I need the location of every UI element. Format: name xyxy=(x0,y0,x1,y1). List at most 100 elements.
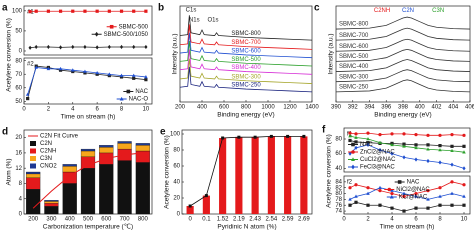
marker xyxy=(389,194,394,199)
marker xyxy=(95,9,99,13)
marker xyxy=(414,194,418,198)
spectrum xyxy=(179,41,313,67)
spectrum xyxy=(179,49,313,75)
marker xyxy=(390,206,394,210)
plot-frame xyxy=(23,57,153,105)
marker xyxy=(144,75,148,79)
y-tick-label: 4 xyxy=(19,196,23,202)
marker xyxy=(46,9,50,13)
marker xyxy=(348,134,352,138)
bar-segment xyxy=(117,143,132,150)
x-tick-label: 10 xyxy=(461,217,468,223)
marker xyxy=(83,71,87,75)
bar xyxy=(284,136,292,214)
spectrum xyxy=(335,59,471,72)
marker xyxy=(450,144,454,148)
series-label: SBMC-700 xyxy=(231,40,261,46)
marker xyxy=(390,132,394,136)
marker xyxy=(351,164,355,170)
y-axis-label: Acetylene conversion (%) xyxy=(164,135,171,209)
marker xyxy=(414,145,418,150)
x-axis-label: Carbonization temperature (℃) xyxy=(43,223,133,231)
marker xyxy=(390,188,394,192)
marker xyxy=(144,78,148,82)
x-tick-label: 1.52 xyxy=(217,217,229,223)
series-label: SBMC-400 xyxy=(339,64,369,70)
spectrum xyxy=(179,15,313,41)
legend-label: C2NH xyxy=(40,149,56,155)
marker xyxy=(366,141,370,145)
marker xyxy=(348,186,352,190)
x-tick-label: 400 xyxy=(197,105,208,111)
marker xyxy=(119,96,124,101)
marker xyxy=(402,191,406,195)
marker xyxy=(450,180,454,184)
x-tick-label: 398 xyxy=(398,105,409,111)
plot-frame xyxy=(23,5,153,56)
series-label: SBMC-500 xyxy=(339,54,369,60)
marker xyxy=(83,9,87,13)
panel-letter: d xyxy=(2,127,8,138)
marker xyxy=(402,142,406,146)
marker xyxy=(253,135,257,139)
x-tick-label: 396 xyxy=(381,105,392,111)
series-label: SBMC-300 xyxy=(231,74,261,80)
marker xyxy=(366,186,370,190)
series-label: SBMC-800 xyxy=(339,22,369,28)
marker xyxy=(390,142,394,147)
marker xyxy=(107,73,111,78)
x-tick-label: 800 xyxy=(241,105,252,111)
y-tick-label: 50 xyxy=(15,28,22,34)
marker xyxy=(390,191,394,196)
legend-label: SBMC-500 xyxy=(119,24,149,30)
x-axis-label: Binding energy (eV) xyxy=(217,112,274,119)
marker xyxy=(438,186,442,190)
x-tick-label: 400 xyxy=(65,217,76,223)
bar-segment xyxy=(135,145,150,152)
marker xyxy=(132,76,136,80)
y-tick-label: 50 xyxy=(15,99,22,105)
bar-segment xyxy=(62,164,77,167)
y-tick-label: 0 xyxy=(19,212,23,218)
legend-label: FeCl3@NAC xyxy=(360,165,395,171)
marker xyxy=(387,187,392,192)
marker xyxy=(426,189,430,193)
plot-frame xyxy=(343,175,471,215)
marker xyxy=(107,9,111,13)
marker xyxy=(109,24,114,29)
marker xyxy=(348,131,352,135)
marker xyxy=(462,183,466,187)
marker xyxy=(132,9,136,13)
spectrum xyxy=(335,38,471,52)
bar-segment xyxy=(44,206,59,215)
y-tick-label: 20 xyxy=(15,135,22,141)
legend-label: KCl@NAC xyxy=(399,195,428,201)
marker xyxy=(438,144,442,148)
bar-segment xyxy=(44,200,59,202)
marker xyxy=(71,69,75,74)
marker xyxy=(462,194,466,198)
bar-segment xyxy=(44,203,59,207)
x-tick-label: 800 xyxy=(138,217,149,223)
legend-label: C3N xyxy=(40,156,52,162)
spectrum xyxy=(335,16,471,30)
x-tick-label: 2.54 xyxy=(266,217,278,223)
legend-label: NAC xyxy=(407,180,420,186)
marker xyxy=(126,89,131,94)
y-axis-label: Intensity (a.u.) xyxy=(328,33,335,74)
x-tick-label: 1200 xyxy=(283,105,297,111)
marker xyxy=(462,144,466,148)
marker xyxy=(144,9,148,13)
marker xyxy=(351,142,355,147)
legend-swatch xyxy=(30,148,36,154)
y-tick-label: 20 xyxy=(173,196,180,202)
bar-segment xyxy=(80,168,96,215)
y-tick-label: 60 xyxy=(335,151,342,157)
legend-swatch xyxy=(30,163,36,169)
x-tick-label: 392 xyxy=(348,105,359,111)
bar-segment xyxy=(117,141,132,144)
x-tick-label: 6 xyxy=(414,217,418,223)
y-tick-label: 80 xyxy=(335,137,342,143)
y-axis-label: Acetylene conversion (%) xyxy=(326,134,333,208)
marker xyxy=(450,162,454,167)
